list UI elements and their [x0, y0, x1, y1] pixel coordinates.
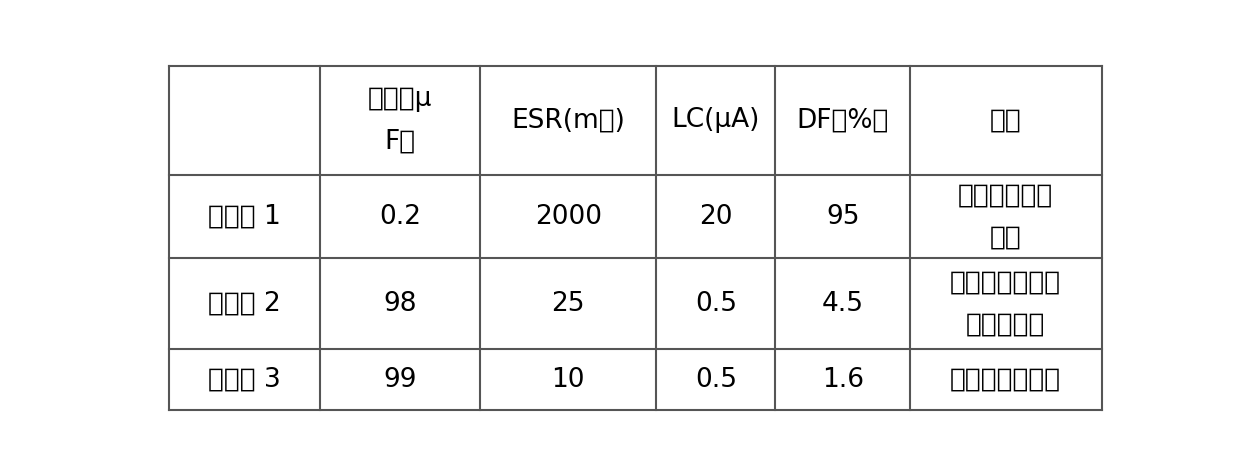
Text: 10: 10 [552, 366, 585, 392]
Text: 99: 99 [383, 366, 417, 392]
Text: 0.2: 0.2 [379, 203, 420, 229]
Text: 实施例 3: 实施例 3 [208, 366, 281, 392]
Text: 浅蓝色，成膜，
填充量较少: 浅蓝色，成膜， 填充量较少 [950, 269, 1061, 338]
Text: 95: 95 [826, 203, 859, 229]
Text: 外观: 外观 [990, 107, 1022, 133]
Text: 1.6: 1.6 [822, 366, 863, 392]
Text: 0.5: 0.5 [694, 366, 737, 392]
Text: 浅蓝色，成膜，: 浅蓝色，成膜， [950, 366, 1061, 392]
Text: 实施例 2: 实施例 2 [208, 291, 281, 317]
Text: ESR(m欧): ESR(m欧) [511, 107, 625, 133]
Text: 0.5: 0.5 [694, 291, 737, 317]
Text: 20: 20 [699, 203, 733, 229]
Text: 容量（μ
F）: 容量（μ F） [368, 86, 432, 154]
Text: 98: 98 [383, 291, 417, 317]
Text: DF（%）: DF（%） [796, 107, 889, 133]
Text: 实施例 1: 实施例 1 [208, 203, 281, 229]
Text: 25: 25 [552, 291, 585, 317]
Text: 4.5: 4.5 [822, 291, 863, 317]
Text: LC(μA): LC(μA) [672, 107, 760, 133]
Text: 黑色粉末，不
成膜: 黑色粉末，不 成膜 [959, 183, 1054, 251]
Text: 2000: 2000 [534, 203, 601, 229]
